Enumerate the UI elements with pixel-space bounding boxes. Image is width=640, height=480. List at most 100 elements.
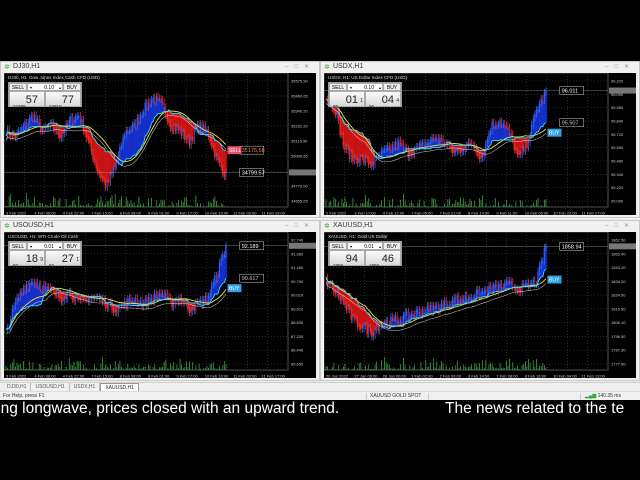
y-tick-label: 85.650 (291, 362, 304, 367)
buy-order-tag[interactable] (547, 275, 562, 284)
increase-icon[interactable]: ▴ (58, 244, 61, 249)
moving-average-line (5, 287, 227, 330)
price-fraction: 1 (360, 98, 363, 104)
buy-order-tag[interactable] (227, 284, 242, 293)
subtitle-left: ong longwave, prices closed with an upwa… (0, 400, 340, 417)
sell-button[interactable]: SELL (9, 83, 27, 91)
x-tick-label: 7 Feb 21:00 (440, 211, 462, 216)
x-tick-label: 8 Feb 16:00 (525, 374, 547, 379)
x-tick-label: 7 Feb 15:00 (91, 211, 113, 216)
buy-button[interactable]: BUY (63, 83, 81, 91)
chart-window-usousd[interactable]: ✲ USOUSD,H1 –□✕ 92.740 91.960 91.180 90.790 90… (0, 220, 320, 381)
tab-usdx[interactable]: USDX,H1 (70, 383, 101, 391)
tab-xauusd[interactable]: XAUUSD,H1 (100, 383, 139, 391)
lot-size-input[interactable]: ▾ 0.01 ▴ (347, 242, 383, 250)
x-tick-label: 10 Feb 10:00 (205, 374, 229, 379)
close-icon[interactable]: ✕ (623, 64, 635, 70)
symbol-description: DJ30, H1: Dow Jones Index Cash CFD (USD) (8, 75, 100, 80)
chart-window-dj30[interactable]: ✲ DJ30,H1 –□✕ 35575.90 35460.65 35346.20 3523… (0, 61, 320, 218)
x-tick-label: 10 Feb 05:00 (525, 211, 549, 216)
decrease-icon[interactable]: ▾ (30, 85, 33, 90)
minimize-icon[interactable]: – (605, 64, 615, 70)
window-titlebar[interactable]: ✲ XAUUSD,H1 –□✕ (321, 221, 639, 231)
y-tick-label: 95.720 (611, 132, 624, 137)
decrease-icon[interactable]: ▾ (350, 85, 353, 90)
plot-frame (324, 73, 609, 208)
price-prefix: 34799 (13, 104, 26, 109)
sell-price-button[interactable]: 1858 94 (329, 250, 365, 268)
y-tick-label: 1824.50 (611, 293, 626, 298)
price-prefix: 92 (49, 263, 55, 268)
x-tick-label: 7 Feb 05:00 (411, 211, 433, 216)
buy-price-button[interactable]: 34810 77 (45, 91, 81, 109)
tab-usousd[interactable]: USOUSD,H1 (31, 383, 70, 391)
connection-ping: ▂▄▆ 140.35 ms (585, 392, 621, 401)
minimize-icon[interactable]: – (285, 223, 295, 229)
window-titlebar[interactable]: ✲ DJ30,H1 –□✕ (1, 62, 319, 72)
plot-frame (4, 232, 289, 371)
minimize-icon[interactable]: – (285, 64, 295, 70)
price-chart[interactable]: 35575.90 35460.65 35346.20 35231.20 35115.90… (4, 73, 316, 215)
x-tick-label: 10 Feb 10:00 (205, 211, 229, 216)
y-tick-label: 90.790 (291, 279, 304, 284)
buy-order-tag[interactable] (547, 128, 562, 137)
x-tick-label: 27 Jan 06:00 (354, 374, 378, 379)
chart-window-xauusd[interactable]: ✲ XAUUSD,H1 –□✕ 1862.50 1853.40 1843.20 1834.… (320, 220, 640, 381)
y-tick-label: 1834.20 (611, 279, 626, 284)
maximize-icon[interactable]: □ (294, 64, 304, 70)
tab-dj30[interactable]: DJ30,H1 (3, 383, 32, 391)
lot-size-input[interactable]: ▾ 0.10 ▴ (347, 83, 383, 91)
buy-button[interactable]: BUY (383, 242, 401, 250)
decrease-icon[interactable]: ▾ (350, 244, 353, 249)
sell-price-button[interactable]: 92 18 9 (9, 250, 45, 268)
current-price-label: 96.011 (562, 89, 578, 95)
sell-price-button[interactable]: 34799 57 (9, 91, 45, 109)
buy-price-button[interactable]: 92 27 1 (45, 250, 81, 268)
price-label-box (239, 241, 264, 251)
sell-button[interactable]: SELL (9, 242, 27, 250)
y-tick-label: 35460.65 (291, 94, 308, 99)
plot-frame (324, 232, 609, 371)
increase-icon[interactable]: ▴ (378, 85, 381, 90)
sell-button[interactable]: SELL (329, 83, 347, 91)
close-icon[interactable]: ✕ (303, 64, 315, 70)
maximize-icon[interactable]: □ (614, 64, 624, 70)
increase-icon[interactable]: ▴ (378, 244, 381, 249)
price-main: 57 (25, 94, 38, 106)
sell-order-tag[interactable] (227, 146, 242, 155)
price-chart[interactable]: 96.220 96.090 95.960 95.840 95.720 95.590 95.4… (324, 73, 636, 215)
subtitle-right: The news related to the te (445, 400, 625, 417)
y-tick-label: 35346.20 (291, 109, 308, 114)
decrease-icon[interactable]: ▾ (30, 244, 33, 249)
maximize-icon[interactable]: □ (294, 223, 304, 229)
x-tick-label: 1 Feb 02:00 (411, 374, 433, 379)
price-chart[interactable]: 92.740 91.960 91.180 90.790 90.010 89.610 88.8… (4, 232, 316, 378)
buy-button[interactable]: BUY (63, 242, 81, 250)
close-icon[interactable]: ✕ (303, 223, 315, 229)
chart-icon: ✲ (324, 64, 330, 71)
increase-icon[interactable]: ▴ (58, 85, 61, 90)
current-price-label: 92.189 (242, 244, 259, 250)
price-fraction: 4 (396, 98, 399, 104)
y-tick-label: 95.840 (611, 119, 624, 124)
x-tick-label: 9 Feb 17:00 (176, 211, 198, 216)
price-chart[interactable]: 1862.50 1853.40 1843.20 1834.20 1824.50 1815.… (324, 232, 636, 378)
x-tick-label: 7 Feb 15:00 (91, 374, 113, 379)
window-titlebar[interactable]: ✲ USDX,H1 –□✕ (321, 62, 639, 72)
close-icon[interactable]: ✕ (623, 223, 635, 229)
buy-price-button[interactable]: 96 04 4 (365, 91, 401, 109)
buy-price-button[interactable]: 1859 46 (365, 250, 401, 268)
y-tick-label: 90.010 (291, 293, 304, 298)
buy-button[interactable]: BUY (383, 83, 401, 91)
maximize-icon[interactable]: □ (614, 223, 624, 229)
sell-button[interactable]: SELL (329, 242, 347, 250)
chart-window-usdx[interactable]: ✲ USDX,H1 –□✕ 96.220 96.090 95.960 95.840 95.7… (320, 61, 640, 218)
symbol-description: USDX, H1: US Dollar Index CFD (USD) (328, 75, 408, 80)
lot-size-input[interactable]: ▾ 0.10 ▴ (27, 83, 63, 91)
minimize-icon[interactable]: – (605, 223, 615, 229)
ping-value: 140.35 ms (597, 393, 621, 399)
y-tick-label: 96.090 (611, 92, 624, 97)
sell-price-button[interactable]: 96 01 1 (329, 91, 365, 109)
lot-size-input[interactable]: ▾ 0.01 ▴ (27, 242, 63, 250)
window-titlebar[interactable]: ✲ USOUSD,H1 –□✕ (1, 221, 319, 231)
